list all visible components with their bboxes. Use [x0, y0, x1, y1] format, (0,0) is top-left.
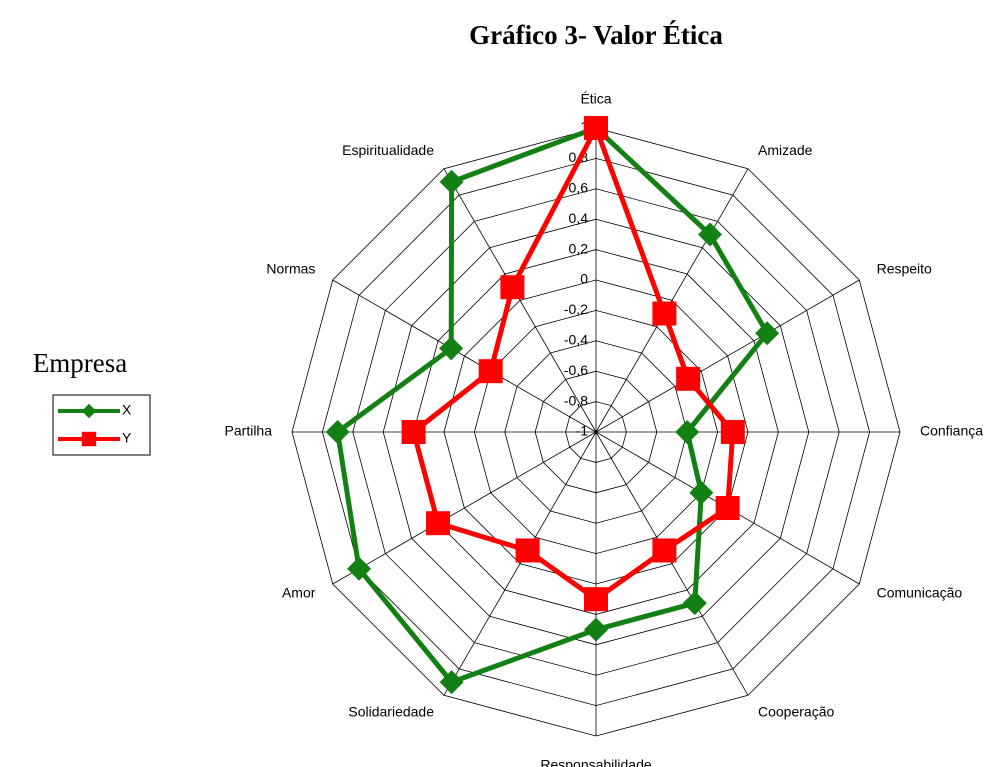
data-point — [755, 321, 780, 346]
data-point — [676, 366, 701, 391]
data-point — [675, 420, 700, 444]
category-label: Cooperação — [758, 703, 834, 719]
legend-label: X — [122, 402, 132, 418]
category-label: Solidariedade — [348, 703, 434, 719]
category-label: Confiança — [920, 423, 983, 439]
spoke — [332, 431, 597, 585]
data-point — [652, 301, 677, 326]
legend-marker — [81, 403, 97, 419]
data-point — [584, 116, 608, 140]
legend-label: Y — [122, 430, 132, 446]
y-tick-label: -0,6 — [564, 362, 588, 378]
y-tick-label: -0,8 — [564, 392, 588, 408]
y-tick-label: 0 — [580, 271, 588, 287]
category-label: Responsabilidade — [540, 757, 652, 767]
data-point — [652, 538, 677, 563]
y-tick-label: -1 — [576, 423, 589, 439]
category-label: Ética — [580, 91, 611, 107]
data-point — [584, 587, 608, 612]
spoke — [443, 168, 597, 433]
y-tick-label: -0,4 — [564, 332, 588, 348]
data-point — [439, 670, 464, 695]
data-point — [325, 420, 350, 444]
category-label: Comunicação — [877, 585, 963, 601]
data-point — [439, 169, 464, 194]
category-label: Respeito — [877, 261, 932, 277]
legend-title: Empresa — [33, 348, 127, 378]
data-point — [500, 275, 525, 300]
data-point — [698, 222, 722, 247]
category-label: Partilha — [225, 423, 273, 439]
data-point — [584, 617, 608, 642]
legend-marker — [81, 431, 97, 447]
data-point — [715, 496, 740, 520]
category-label: Amor — [282, 585, 316, 601]
y-tick-label: 0,2 — [569, 240, 589, 256]
category-label: Normas — [266, 261, 315, 277]
spoke — [595, 431, 749, 696]
data-point — [682, 591, 707, 616]
data-point — [478, 359, 503, 384]
category-label: Espiritualidade — [342, 142, 434, 158]
y-tick-label: 0,4 — [569, 210, 589, 226]
chart-title: Gráfico 3- Valor Ética — [469, 20, 723, 50]
data-point — [426, 511, 451, 536]
spoke — [595, 279, 860, 433]
legend-box — [52, 394, 151, 456]
data-point — [515, 538, 540, 563]
y-tick-label: 0,6 — [569, 180, 589, 196]
spoke — [332, 279, 597, 433]
data-point — [439, 336, 464, 361]
spoke — [595, 168, 749, 433]
data-point — [347, 556, 372, 581]
spoke — [443, 431, 597, 696]
data-point — [689, 480, 714, 505]
y-tick-label: -0,2 — [564, 301, 588, 317]
data-point — [720, 420, 745, 444]
data-point — [401, 420, 426, 444]
category-label: Amizade — [758, 142, 813, 158]
